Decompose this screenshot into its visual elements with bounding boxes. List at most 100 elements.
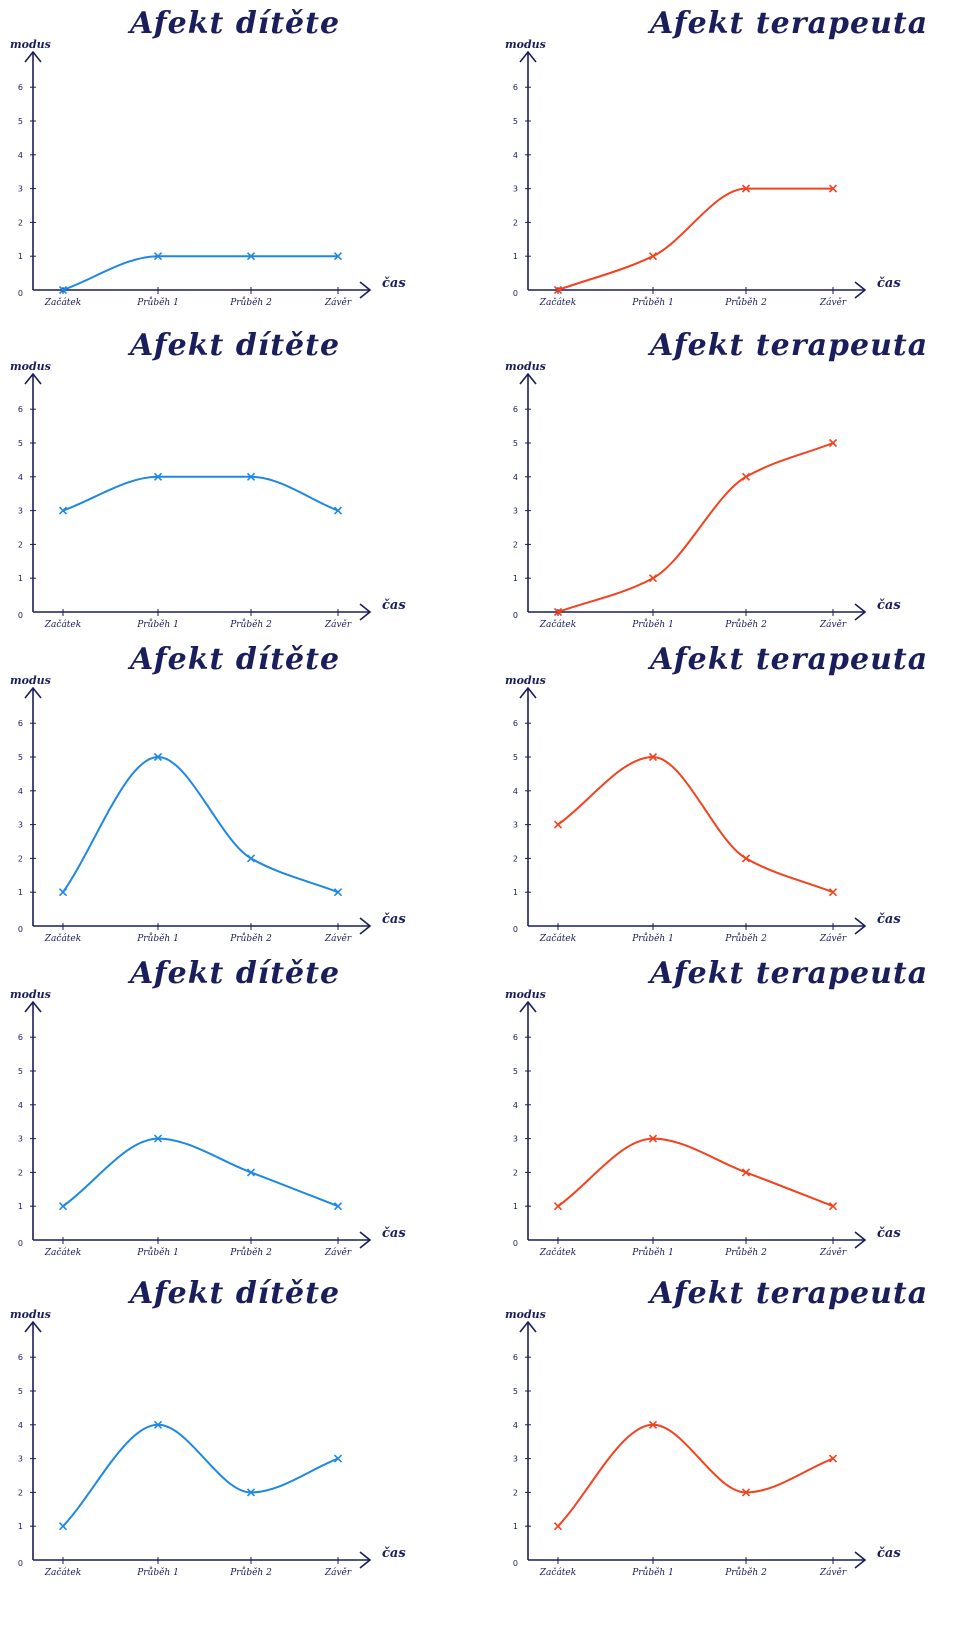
x-tick-label: Průběh 2: [229, 932, 272, 944]
x-tick-label: Průběh 2: [724, 296, 767, 308]
series-line: [557, 1137, 834, 1208]
x-tick-label: Průběh 1: [631, 1246, 674, 1258]
y-axis-label: modus: [505, 674, 546, 687]
x-tick-label: Začátek: [539, 1567, 576, 1578]
series-line: [62, 1423, 339, 1527]
y-tick-label: 5: [18, 1067, 23, 1076]
y-tick-label: 4: [513, 151, 518, 160]
x-axis-label: čas: [382, 598, 406, 613]
marker-stroke: [153, 472, 163, 481]
x-tick-label: Závěr: [819, 1567, 847, 1578]
y-tick-label: 5: [513, 1067, 518, 1076]
marker-stroke: [153, 752, 163, 762]
x-tick-label: Začátek: [44, 619, 81, 630]
y-tick-label: 5: [513, 117, 518, 126]
y-tick-label: 5: [18, 439, 23, 448]
y-tick-label: 1: [18, 574, 23, 583]
y-axis-arrow: [519, 1320, 537, 1333]
chart-title: Afekt dítěte: [130, 642, 341, 677]
child-affect-chart: Afekt dítěte modus čas 0 1 2 3 4 5 6 Začátek Průběh…: [0, 1270, 470, 1595]
data-point-marker: [553, 1202, 563, 1211]
data-point-marker: [828, 438, 838, 448]
x-tick-label: Průběh 1: [136, 1246, 179, 1258]
y-tick-label: 5: [513, 439, 518, 448]
marker-stroke: [333, 1202, 343, 1211]
y-axis-arrow: [519, 372, 537, 385]
chart-title: Afekt dítěte: [130, 6, 341, 41]
y-tick-label: 2: [18, 1168, 23, 1177]
y-axis-arrow: [519, 50, 537, 63]
y-tick-label: 5: [513, 1387, 518, 1396]
data-point-marker: [553, 607, 563, 617]
x-tick-label: Průběh 2: [724, 618, 767, 630]
series-line: [557, 1423, 834, 1527]
marker-stroke: [741, 184, 751, 193]
y-tick-label: 3: [513, 821, 518, 830]
marker-stroke: [553, 820, 563, 829]
data-point-marker: [828, 1454, 838, 1463]
x-tick-label: Závěr: [324, 1247, 352, 1258]
marker-stroke: [741, 472, 751, 481]
data-point-marker: [333, 506, 343, 515]
x-axis-label: čas: [877, 1546, 901, 1561]
y-tick-label: 4: [513, 1101, 518, 1110]
child-affect-chart: Afekt dítěte modus čas 0 1 2 3 4 5 6 Začátek Průběh…: [0, 636, 470, 961]
y-tick-label: 3: [513, 185, 518, 194]
y-axis-arrow: [24, 50, 42, 63]
x-tick-label: Průběh 1: [631, 932, 674, 944]
data-point-marker: [246, 1488, 256, 1497]
data-point-marker: [58, 506, 68, 515]
y-tick-label: 6: [513, 719, 518, 728]
y-tick-label: 5: [18, 753, 23, 762]
marker-stroke: [828, 1202, 838, 1211]
x-tick-label: Začátek: [539, 297, 576, 308]
marker-stroke: [553, 1522, 563, 1531]
y-tick-label: 2: [513, 218, 518, 227]
marker-stroke: [58, 888, 68, 897]
y-tick-label: 1: [18, 1522, 23, 1531]
data-point-marker: [828, 1202, 838, 1211]
marker-stroke: [153, 1134, 163, 1143]
y-axis-label: modus: [10, 38, 51, 51]
y-tick-label: 1: [18, 1202, 23, 1211]
x-tick-label: Průběh 2: [229, 296, 272, 308]
chart-title: Afekt terapeuta: [650, 642, 929, 677]
data-point-marker: [741, 184, 751, 193]
x-tick-label: Závěr: [324, 1567, 352, 1578]
y-tick-label: 1: [513, 1202, 518, 1211]
marker-stroke: [648, 252, 658, 261]
child-affect-chart: Afekt dítěte modus čas 0 1 2 3 4 5 6 Začátek Průběh…: [0, 0, 470, 325]
marker-stroke: [828, 1454, 838, 1463]
x-tick-label: Průběh 2: [229, 618, 272, 630]
data-point-marker: [741, 472, 751, 481]
marker-stroke: [741, 854, 751, 863]
data-point-marker: [741, 1168, 751, 1177]
y-tick-label: 5: [18, 1387, 23, 1396]
y-axis-label: modus: [10, 1308, 51, 1321]
y-tick-label: 0: [18, 289, 23, 298]
data-point-marker: [246, 472, 256, 481]
data-point-marker: [333, 1202, 343, 1211]
x-tick-label: Průběh 2: [724, 1566, 767, 1578]
y-tick-label: 4: [18, 787, 23, 796]
y-tick-label: 1: [18, 888, 23, 897]
y-tick-label: 4: [18, 151, 23, 160]
marker-stroke: [553, 607, 563, 617]
data-point-marker: [828, 888, 838, 897]
y-tick-label: 2: [513, 1488, 518, 1497]
y-tick-label: 4: [513, 787, 518, 796]
data-point-marker: [58, 285, 68, 295]
chart-canvas: 0 1 2 3 4 5 6 Začátek Průběh 1 Průběh 2 Závěr: [18, 1320, 372, 1578]
y-tick-label: 6: [18, 1353, 23, 1362]
y-axis-label: modus: [505, 38, 546, 51]
marker-stroke: [648, 752, 658, 762]
y-tick-label: 4: [513, 473, 518, 482]
x-tick-label: Závěr: [324, 933, 352, 944]
y-axis-label: modus: [505, 1308, 546, 1321]
x-tick-label: Začátek: [539, 1247, 576, 1258]
y-axis-label: modus: [505, 360, 546, 373]
y-axis-label: modus: [10, 988, 51, 1001]
x-axis-arrow: [854, 1551, 867, 1569]
y-tick-label: 0: [18, 1559, 23, 1568]
y-tick-label: 0: [513, 611, 518, 620]
